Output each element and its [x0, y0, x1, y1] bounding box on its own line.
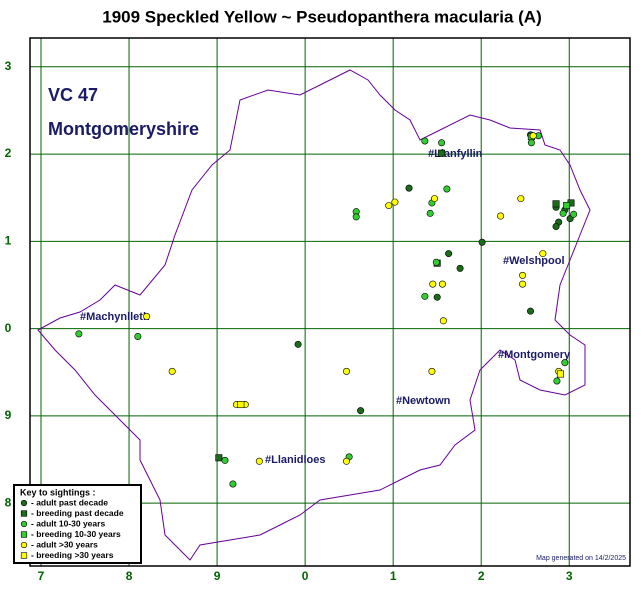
- sighting-circle: [168, 367, 176, 375]
- sighting-circle: [221, 456, 229, 464]
- sighting-circle: [143, 312, 151, 320]
- x-tick-label: 2: [478, 569, 485, 583]
- sighting-circle: [539, 250, 547, 258]
- sighting-circle: [343, 457, 351, 465]
- sighting-square: [438, 149, 446, 157]
- points: [75, 131, 578, 488]
- legend-marker: [20, 520, 28, 528]
- legend-box: [13, 484, 142, 564]
- sighting-circle: [456, 264, 464, 272]
- legend-marker: [20, 499, 28, 507]
- y-tick-label: 8: [5, 495, 12, 509]
- sighting-circle: [439, 317, 447, 325]
- sighting-circle: [429, 280, 437, 288]
- place-label: #Machynlleth: [80, 311, 150, 323]
- sighting-circle: [421, 292, 429, 300]
- sighting-circle: [343, 367, 351, 375]
- sighting-circle: [553, 377, 561, 385]
- sighting-circle: [519, 280, 527, 288]
- y-tick-label: 2: [5, 146, 12, 160]
- sighting-circle: [426, 209, 434, 217]
- legend-label: - adult >30 years: [31, 539, 98, 549]
- legend-label: - breeding 10-30 years: [31, 529, 121, 539]
- sighting-square: [237, 401, 245, 409]
- sighting-circle: [352, 213, 360, 221]
- sighting-circle: [527, 307, 535, 315]
- footer: Map generated on 14/2/2025: [536, 555, 626, 562]
- region-name: Montgomeryshire: [48, 119, 199, 139]
- sighting-circle: [433, 293, 441, 301]
- map-title: 1909 Speckled Yellow ~ Pseudopanthera ma…: [102, 7, 542, 26]
- x-tick-label: 1: [390, 569, 397, 583]
- legend: - adult past decade- breeding past decad…: [20, 497, 124, 560]
- sighting-circle: [443, 185, 451, 193]
- sighting-square: [556, 370, 564, 378]
- sighting-circle: [552, 223, 560, 231]
- sighting-circle: [497, 212, 505, 220]
- sighting-square: [215, 454, 223, 462]
- place-label: #Newtown: [396, 395, 451, 407]
- legend-marker: [20, 531, 28, 538]
- sighting-circle: [428, 367, 436, 375]
- legend-marker: [20, 552, 28, 559]
- x-tick-label: 3: [566, 569, 573, 583]
- sighting-circle: [294, 340, 302, 348]
- sighting-circle: [519, 271, 527, 279]
- sighting-circle: [559, 209, 567, 217]
- legend-label: - adult 10-30 years: [31, 518, 105, 528]
- sighting-circle: [255, 457, 263, 465]
- x-tick-label: 0: [302, 569, 309, 583]
- sighting-circle: [357, 407, 365, 415]
- sighting-circle: [517, 195, 525, 203]
- x-tick-label: 8: [126, 569, 133, 583]
- sighting-circle: [570, 210, 578, 218]
- sighting-circle: [438, 139, 446, 147]
- sighting-circle: [561, 359, 569, 367]
- sighting-circle: [529, 132, 537, 140]
- sighting-square: [552, 200, 560, 208]
- place-label: #Llanfyllin: [428, 148, 483, 160]
- y-tick-label: 0: [5, 321, 12, 335]
- sighting-circle: [421, 137, 429, 145]
- sighting-circle: [134, 332, 142, 340]
- county-boundary: [37, 69, 591, 561]
- place-label: #Montgomery: [498, 349, 571, 361]
- sighting-circle: [229, 480, 237, 488]
- sighting-circle: [445, 250, 453, 258]
- legend-label: - breeding past decade: [31, 508, 124, 518]
- place-label: #Llanidloes: [265, 454, 326, 466]
- legend-title: Key to sightings :: [20, 487, 96, 497]
- sighting-circle: [478, 238, 486, 246]
- region-code: VC 47: [48, 85, 98, 105]
- legend-label: - adult past decade: [31, 497, 108, 507]
- map-frame: [29, 37, 631, 567]
- sighting-circle: [75, 330, 83, 338]
- sighting-circle: [527, 139, 535, 147]
- sighting-square: [563, 202, 571, 210]
- y-tick-label: 3: [5, 59, 12, 73]
- y-tick-label: 1: [5, 234, 12, 248]
- legend-marker: [20, 541, 28, 549]
- sighting-circle: [438, 280, 446, 288]
- legend-label: - breeding >30 years: [31, 550, 114, 560]
- sighting-circle: [391, 198, 399, 206]
- sighting-circle: [432, 258, 440, 266]
- sighting-circle: [385, 202, 393, 210]
- sighting-circle: [431, 195, 439, 203]
- legend-marker: [20, 510, 28, 517]
- x-tick-label: 7: [38, 569, 45, 583]
- place-label: #Welshpool: [503, 255, 565, 267]
- y-tick-label: 9: [5, 408, 12, 422]
- sighting-circle: [405, 184, 413, 192]
- x-tick-label: 9: [214, 569, 221, 583]
